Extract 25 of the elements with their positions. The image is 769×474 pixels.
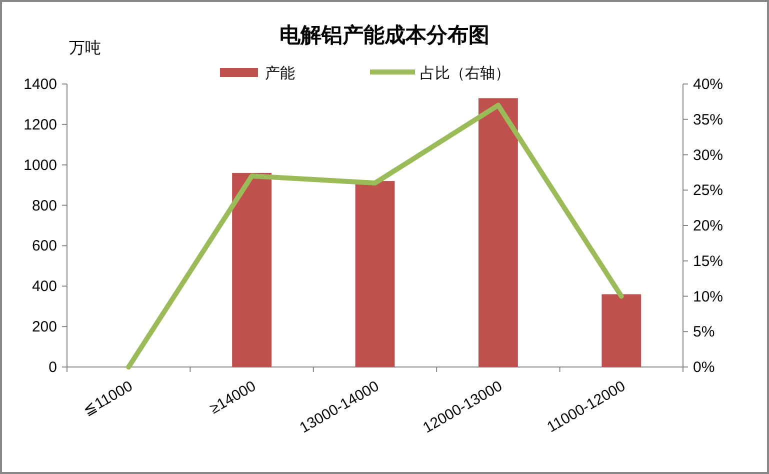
y2-tick-label: 5%	[693, 324, 715, 341]
y2-tick-label: 25%	[693, 182, 724, 200]
y2-tick-label: 10%	[693, 288, 724, 306]
bar	[602, 294, 642, 367]
y-tick-label: 400	[32, 278, 57, 296]
y-tick-label: 0	[48, 359, 57, 376]
bar	[355, 181, 395, 367]
y2-tick-label: 35%	[693, 111, 724, 128]
y-tick-label: 200	[32, 318, 57, 336]
y-tick-label: 1400	[24, 76, 57, 93]
y2-tick-label: 20%	[693, 218, 724, 234]
legend-label: 产能	[265, 65, 295, 82]
y-tick-label: 800	[32, 197, 57, 214]
y2-tick-label: 0%	[693, 359, 715, 376]
y-axis-title: 万吨	[69, 39, 101, 57]
y-tick-label: 600	[32, 238, 57, 255]
y2-tick-label: 30%	[693, 146, 724, 164]
y-tick-label: 1000	[24, 156, 57, 174]
bar	[232, 172, 272, 367]
y2-tick-label: 15%	[693, 252, 724, 270]
legend-label: 占比（右轴）	[420, 65, 510, 82]
y2-tick-label: 40%	[693, 76, 724, 93]
chart-title: 电解铝产能成本分布图	[280, 23, 490, 47]
bar	[478, 98, 518, 367]
y-tick-label: 1200	[24, 116, 57, 134]
